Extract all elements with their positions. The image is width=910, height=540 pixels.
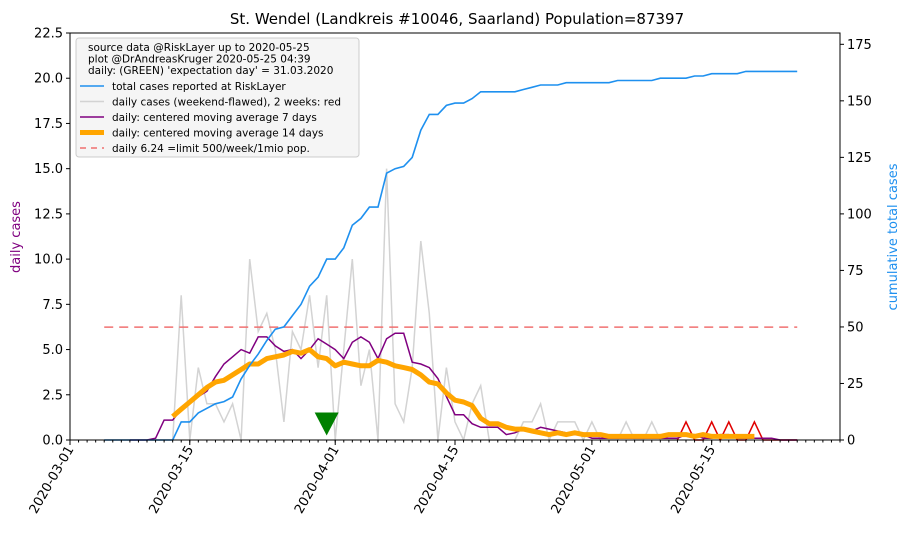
moving-average-14-line bbox=[171, 347, 755, 439]
legend-entry: total cases reported at RiskLayer bbox=[112, 81, 286, 93]
y-tick-label-left: 7.5 bbox=[42, 298, 63, 313]
y-tick-label-right: 175 bbox=[847, 38, 872, 53]
y-tick-label-right: 150 bbox=[847, 94, 872, 109]
legend-entry: daily cases (weekend-flawed), 2 weeks: r… bbox=[112, 97, 341, 109]
legend-entry: daily: centered moving average 7 days bbox=[112, 112, 317, 124]
legend: source data @RiskLayer up to 2020-05-25p… bbox=[75, 37, 360, 158]
y-tick-label-left: 17.5 bbox=[34, 117, 63, 132]
chart-title: St. Wendel (Landkreis #10046, Saarland) … bbox=[230, 10, 684, 28]
y-tick-label-left: 0.0 bbox=[42, 434, 63, 449]
y-tick-label-left: 12.5 bbox=[34, 207, 63, 222]
plot-area bbox=[104, 70, 798, 443]
legend-header-line: daily: (GREEN) 'expectation day' = 31.03… bbox=[88, 65, 333, 77]
daily-cases-line bbox=[104, 168, 678, 443]
y-tick-label-left: 10.0 bbox=[34, 253, 63, 268]
expectation-day-marker bbox=[314, 412, 339, 436]
y-tick-label-left: 2.5 bbox=[42, 388, 63, 403]
y-tick-label-right: 75 bbox=[847, 264, 864, 279]
legend-header-line: plot @DrAndreasKruger 2020-05-25 04:39 bbox=[88, 54, 311, 66]
y-tick-label-left: 20.0 bbox=[34, 72, 63, 87]
y-tick-label-left: 22.5 bbox=[34, 27, 63, 42]
legend-entry: daily: centered moving average 14 days bbox=[112, 128, 324, 140]
y-tick-label-right: 50 bbox=[847, 320, 864, 335]
y-tick-label-right: 0 bbox=[847, 434, 855, 449]
cumulative-cases-line bbox=[104, 70, 798, 441]
y-axis-label-right: cumulative total cases bbox=[886, 163, 901, 310]
legend-header-line: source data @RiskLayer up to 2020-05-25 bbox=[88, 42, 310, 54]
legend-box bbox=[75, 37, 360, 158]
y-axis-label-left: daily cases bbox=[9, 201, 24, 273]
legend-entry: daily 6.24 =limit 500/week/1mio pop. bbox=[112, 143, 310, 155]
y-tick-label-left: 15.0 bbox=[34, 162, 63, 177]
y-tick-label-right: 125 bbox=[847, 151, 872, 166]
y-tick-label-left: 5.0 bbox=[42, 343, 63, 358]
y-tick-label-right: 25 bbox=[847, 377, 864, 392]
y-tick-label-right: 100 bbox=[847, 207, 872, 222]
